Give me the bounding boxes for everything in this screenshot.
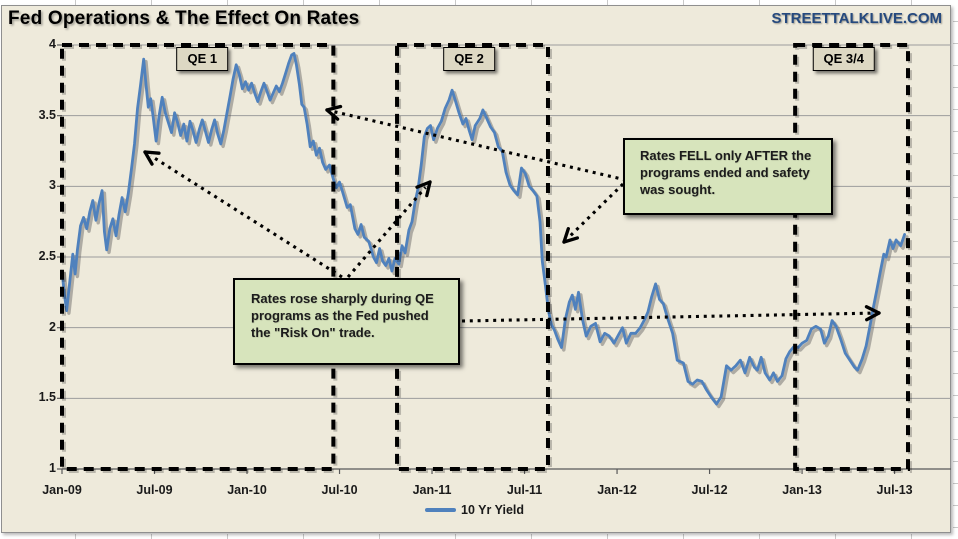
annotation-arrowhead [865, 311, 881, 322]
qe-period-label: QE 2 [443, 47, 495, 71]
annotation-arrow-dots [150, 154, 343, 279]
x-axis-label: Jul-13 [876, 483, 913, 497]
x-axis-label: Jul-11 [506, 483, 543, 497]
annotation-arrowhead [415, 180, 432, 189]
x-axis-label: Jan-09 [42, 483, 82, 497]
annotation-arrowhead [325, 104, 343, 112]
spreadsheet-bottom-strip [0, 534, 958, 539]
y-axis-label: 2 [49, 319, 56, 334]
callout-rates-fell: Rates FELL only AFTER the programs ended… [623, 138, 833, 215]
qe-region-shadow [397, 45, 552, 473]
annotation-arrowhead [864, 305, 881, 315]
annotation-arrowhead [562, 227, 570, 244]
x-axis-label: Jan-13 [782, 483, 822, 497]
yield-line-shadow [62, 54, 909, 409]
x-axis-label: Jan-11 [412, 483, 452, 497]
annotation-arrow-dots [461, 311, 873, 323]
y-axis-label: 3.5 [38, 107, 56, 122]
y-axis-label: 1.5 [38, 390, 56, 405]
qe-region-shadow [62, 45, 338, 473]
annotation-arrow-dots [333, 110, 627, 182]
callout-rates-rose: Rates rose sharply during QE programs as… [233, 278, 460, 365]
y-axis-label: 4 [49, 37, 56, 51]
qe-region-box [60, 43, 336, 471]
spreadsheet-right-strip [953, 0, 958, 539]
legend-label: 10 Yr Yield [461, 503, 525, 517]
y-axis-label: 2.5 [38, 249, 56, 263]
qe-region-box [793, 43, 910, 471]
annotation-arrowhead [143, 150, 161, 155]
annotation-arrowhead [143, 150, 154, 166]
qe-period-label: QE 3/4 [812, 47, 875, 71]
x-axis-label: Jul-09 [136, 483, 173, 497]
legend: 10 Yr Yield [425, 503, 524, 517]
brand-watermark: STREETTALKLIVE.COM [771, 10, 942, 27]
x-axis-label: Jul-12 [691, 483, 728, 497]
y-axis-label: 1 [49, 461, 56, 475]
annotation-arrow-dots [567, 182, 625, 239]
chart-title: Fed Operations & The Effect On Rates [8, 8, 360, 29]
qe-period-label: QE 1 [176, 47, 229, 71]
legend-line-swatch [425, 508, 456, 512]
qe-region-box [395, 43, 550, 471]
qe-region-shadow [795, 45, 912, 473]
x-axis-label: Jan-10 [227, 483, 267, 497]
spreadsheet-top-strip [0, 0, 958, 5]
yield-line [60, 52, 906, 406]
chart-plot-surface [1, 5, 951, 533]
annotation-arrowhead [562, 236, 580, 244]
y-axis-label: 3 [49, 178, 56, 193]
x-axis-label: Jul-10 [321, 483, 358, 497]
x-axis-label: Jan-12 [597, 483, 637, 497]
annotation-arrowhead [425, 180, 432, 198]
annotation-arrowhead [325, 108, 340, 121]
